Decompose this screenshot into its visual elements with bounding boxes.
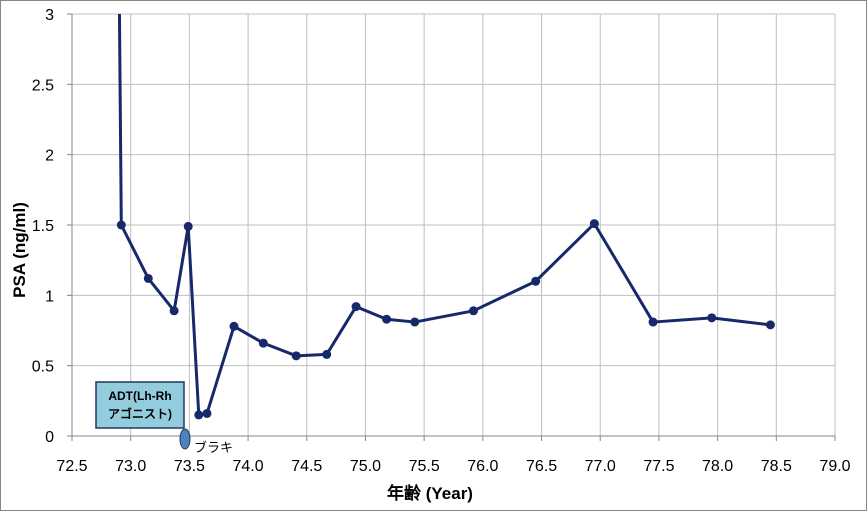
data-point [468, 306, 478, 316]
gridlines [72, 13, 836, 436]
x-tick-label: 77.0 [585, 458, 616, 475]
data-point [707, 313, 717, 323]
psa-series-line [117, 14, 771, 417]
data-point [322, 349, 332, 359]
brachy-marker [179, 428, 191, 450]
data-point [194, 410, 204, 420]
y-tick-label: 0 [45, 429, 54, 446]
y-tick-label: 3 [45, 7, 54, 24]
brachy-label: ブラキ [194, 440, 233, 455]
y-tick-label: 0.5 [32, 359, 54, 376]
x-tick-label: 76.5 [526, 458, 557, 475]
adt-annotation-line-2: アゴニスト) [108, 406, 172, 421]
tick-labels: 72.5 73.0 73.5 74.0 74.5 75.0 75.5 76.0 76.5 77.0… [32, 7, 851, 475]
x-tick-label: 76.0 [467, 458, 498, 475]
x-tick-label: 79.0 [819, 458, 850, 475]
y-tick-label: 1.5 [32, 218, 54, 235]
annotations: ADT(Lh-Rh アゴニスト) ブラキ [95, 381, 233, 455]
data-point [351, 302, 361, 312]
data-point [291, 351, 301, 361]
data-point [116, 220, 126, 230]
psa-series [116, 14, 775, 420]
data-point [765, 320, 775, 330]
y-tick-label: 2 [45, 148, 54, 165]
adt-annotation-box [95, 381, 185, 429]
series-layer [116, 14, 775, 420]
data-point [169, 306, 179, 316]
x-tick-label: 73.0 [115, 458, 146, 475]
data-point [183, 221, 193, 231]
axes [67, 13, 836, 441]
x-tick-label: 78.0 [702, 458, 733, 475]
data-point [410, 317, 420, 327]
x-axis-title: 年齢 (Year) [387, 483, 473, 503]
x-tick-label: 73.5 [174, 458, 205, 475]
x-tick-label: 75.5 [409, 458, 440, 475]
y-axis-title: PSA (ng/ml) [10, 202, 29, 298]
data-point [531, 276, 541, 286]
y-tick-label: 2.5 [32, 77, 54, 94]
data-point [143, 273, 153, 283]
y-tick-label: 1 [45, 288, 54, 305]
data-point [382, 314, 392, 324]
x-tick-label: 74.5 [291, 458, 322, 475]
x-tick-label: 78.5 [761, 458, 792, 475]
data-point [202, 408, 212, 418]
data-point [589, 219, 599, 229]
x-tick-label: 75.0 [350, 458, 381, 475]
x-tick-label: 77.5 [643, 458, 674, 475]
data-point [258, 338, 268, 348]
x-tick-label: 72.5 [56, 458, 87, 475]
data-point [648, 317, 658, 327]
adt-annotation-line-1: ADT(Lh-Rh [108, 389, 171, 403]
data-point [229, 321, 239, 331]
x-tick-label: 74.0 [233, 458, 264, 475]
